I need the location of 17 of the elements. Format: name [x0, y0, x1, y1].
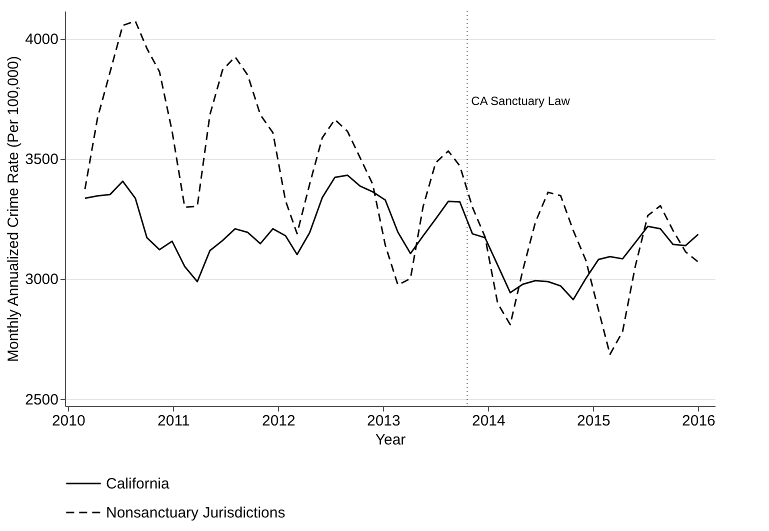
x-tick-label: 2015 — [577, 412, 610, 430]
x-tick-label: 2012 — [262, 412, 296, 430]
x-tick-label: 2016 — [682, 412, 716, 430]
y-tick-label: 2500 — [25, 391, 58, 408]
y-tick-label: 4000 — [25, 31, 58, 48]
x-tick-label: 2013 — [366, 412, 400, 430]
x-axis-title: Year — [375, 432, 406, 448]
x-tick-label: 2011 — [158, 412, 190, 430]
line-series — [84, 20, 699, 356]
y-tick-label: 3000 — [25, 271, 58, 288]
y-axis-title: Monthly Annualized Crime Rate (Per 100,000) — [5, 56, 22, 362]
x-tick-label: 2014 — [472, 412, 506, 430]
x-tick-label: 2010 — [52, 412, 86, 430]
ref-line-label: CA Sanctuary Law — [471, 94, 570, 108]
y-tick-label: 3500 — [25, 151, 58, 168]
legend-label: California — [106, 476, 170, 492]
legend-label: Nonsanctuary Jurisdictions — [106, 504, 286, 522]
